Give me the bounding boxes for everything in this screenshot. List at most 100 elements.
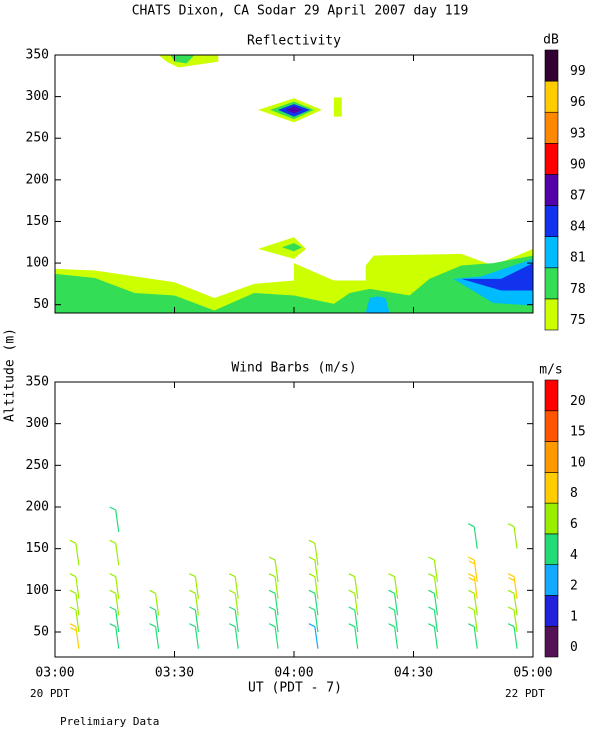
colorbar-tick-label: 10 — [570, 455, 586, 470]
wind-barb — [308, 539, 319, 566]
wind-barb — [109, 589, 120, 616]
y-axis-label: Altitude (m) — [3, 328, 18, 422]
wind-barb — [308, 573, 319, 599]
wind-barb — [268, 606, 279, 633]
wind-barb — [428, 573, 438, 599]
colorbar-bin — [544, 111, 559, 144]
wind-barb — [189, 606, 199, 633]
wind-barb — [428, 556, 438, 583]
y-tick-label: 300 — [26, 416, 49, 431]
wind-barb — [228, 589, 239, 616]
colorbar-tick-label: 2 — [570, 579, 578, 594]
colorbar-bin — [544, 174, 559, 206]
colorbar-bin — [544, 143, 559, 175]
wind-barb — [228, 623, 239, 649]
wind-barb — [228, 573, 239, 599]
y-tick-label: 50 — [33, 297, 49, 312]
x-tick-label: 03:30 — [155, 666, 194, 681]
wind-barb — [388, 623, 399, 649]
colorbar-tick-label: 20 — [570, 394, 586, 409]
colorbar-tick-label: 84 — [570, 220, 586, 235]
colorbar-tick-label: 81 — [570, 251, 586, 266]
contour-region — [55, 255, 533, 313]
wind-barb — [428, 606, 438, 633]
panel-title: Wind Barbs (m/s) — [231, 361, 356, 376]
colorbar-tick-label: 93 — [570, 126, 586, 141]
y-tick-label: 150 — [26, 541, 49, 556]
colorbar-bin — [544, 533, 559, 565]
colorbar-bin — [544, 441, 559, 473]
wind-barb — [69, 539, 80, 566]
footnote: Prelimiary Data — [60, 715, 159, 728]
wind-barb — [507, 523, 518, 549]
wind-barb — [428, 589, 438, 616]
wind-barb — [69, 623, 80, 649]
wind-barb — [388, 606, 399, 633]
colorbar-bin — [544, 595, 559, 627]
wind-barb — [467, 589, 478, 616]
wind-barb — [507, 589, 518, 616]
page-title: CHATS Dixon, CA Sodar 29 April 2007 day … — [132, 4, 469, 19]
wind-barb — [109, 573, 120, 599]
wind-barb — [308, 556, 319, 583]
wind-barb — [428, 623, 438, 649]
colorbar-tick-label: 4 — [570, 548, 578, 563]
x-axis-label: UT (PDT - 7) — [248, 681, 342, 696]
contour-region — [258, 237, 306, 259]
colorbar-bin — [544, 625, 559, 658]
colorbar-tick-label: 15 — [570, 425, 586, 440]
y-tick-label: 150 — [26, 214, 49, 229]
wind-barb — [268, 573, 279, 599]
colorbar-bin — [544, 236, 559, 269]
wind-barb — [507, 573, 518, 599]
wind-barb — [189, 623, 199, 649]
colorbar-tick-label: 6 — [570, 517, 578, 532]
x-tick-label: 04:30 — [394, 666, 433, 681]
contour-region — [286, 106, 302, 114]
y-tick-label: 350 — [26, 375, 49, 390]
wind-barb — [388, 589, 399, 616]
wind-barb — [69, 606, 80, 633]
plot-frame — [54, 381, 534, 658]
colorbar-bin — [544, 410, 559, 442]
y-tick-label: 300 — [26, 89, 49, 104]
wind-barb — [149, 623, 160, 649]
contour-region — [170, 55, 195, 64]
y-tick-label: 250 — [26, 458, 49, 473]
wind-barb — [268, 589, 279, 616]
colorbar-tick-label: 96 — [570, 95, 586, 110]
wind-barb — [348, 573, 359, 599]
colorbar-tick-label: 90 — [570, 157, 586, 172]
wind-barb — [467, 573, 478, 599]
wind-barb — [348, 623, 359, 649]
wind-barb — [268, 623, 279, 649]
wind-barb — [467, 523, 478, 549]
colorbar-tick-label: 1 — [570, 609, 578, 624]
x-tick-label: 05:00 — [513, 666, 552, 681]
colorbar-tick-label: 87 — [570, 189, 586, 204]
wind-barb — [268, 556, 279, 583]
colorbar-tick-label: 75 — [570, 313, 586, 328]
y-tick-label: 200 — [26, 172, 49, 187]
contour-region — [282, 243, 302, 252]
colorbar-bin — [544, 80, 559, 113]
contour-region — [333, 97, 342, 117]
y-tick-label: 100 — [26, 583, 49, 598]
wind-barb — [109, 506, 120, 533]
y-tick-label: 200 — [26, 500, 49, 515]
y-tick-label: 350 — [26, 48, 49, 63]
colorbar-label: dB — [543, 33, 559, 48]
y-tick-label: 50 — [33, 625, 49, 640]
wind-barb — [228, 606, 239, 633]
contour-region — [365, 296, 390, 313]
wind-barb — [507, 606, 518, 633]
y-tick-label: 100 — [26, 256, 49, 271]
colorbar-bin — [544, 298, 559, 331]
colorbar-bin — [544, 472, 559, 504]
colorbar-bin — [544, 205, 559, 237]
wind-barb — [109, 539, 120, 566]
wind-barb — [149, 589, 160, 616]
colorbar-bin — [544, 267, 559, 300]
wind-barb — [308, 623, 319, 649]
